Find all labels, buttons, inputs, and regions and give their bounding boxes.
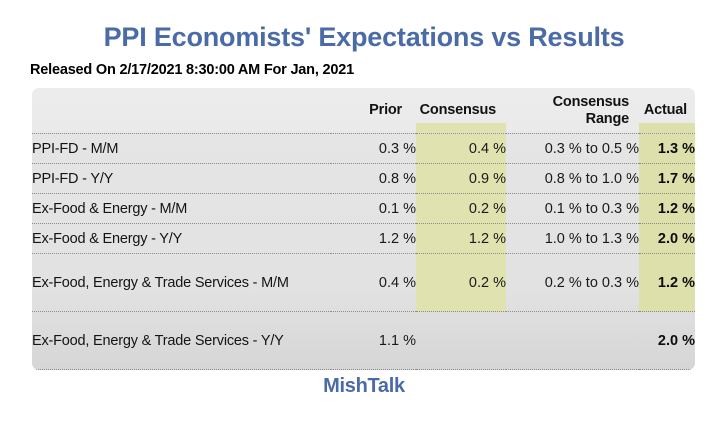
cell-consensus: 0.2 % [416, 193, 506, 224]
cell-consensus-range [506, 312, 639, 370]
column-header-consensus: Consensus [416, 88, 506, 134]
column-header-actual: Actual [639, 88, 695, 134]
cell-actual: 1.2 % [639, 193, 695, 224]
cell-actual: 2.0 % [639, 223, 695, 254]
ppi-table: Prior Consensus Consensus Range Actual P… [32, 88, 695, 370]
ppi-table-container: Prior Consensus Consensus Range Actual P… [32, 88, 695, 370]
column-header-label [32, 88, 331, 134]
cell-consensus: 1.2 % [416, 223, 506, 254]
cell-consensus [416, 312, 506, 370]
release-line: Released On 2/17/2021 8:30:00 AM For Jan… [30, 62, 354, 78]
table-row: Ex-Food & Energy - M/M 0.1 % 0.2 % 0.1 %… [32, 193, 695, 224]
row-label: PPI-FD - Y/Y [32, 170, 114, 187]
table-row: Ex-Food, Energy & Trade Services - M/M 0… [32, 253, 695, 312]
row-label: Ex-Food, Energy & Trade Services - M/M [32, 274, 289, 291]
row-label: Ex-Food & Energy - Y/Y [32, 230, 183, 247]
row-label: Ex-Food & Energy - M/M [32, 200, 188, 217]
site-brand: MishTalk [323, 375, 405, 397]
cell-actual: 1.3 % [639, 133, 695, 164]
cell-consensus-range: 0.1 % to 0.3 % [544, 200, 639, 217]
cell-prior: 0.3 % [378, 140, 416, 157]
cell-consensus-range: 1.0 % to 1.3 % [544, 230, 639, 247]
cell-actual: 2.0 % [657, 332, 695, 349]
table-header: Prior Consensus Consensus Range Actual [32, 88, 695, 134]
cell-consensus: 0.2 % [416, 253, 506, 312]
cell-prior: 0.8 % [378, 170, 416, 187]
table-body: PPI-FD - M/M 0.3 % 0.4 % 0.3 % to 0.5 % … [32, 133, 695, 370]
table-row: PPI-FD - Y/Y 0.8 % 0.9 % 0.8 % to 1.0 % … [32, 163, 695, 194]
page-title: PPI Economists' Expectations vs Results [103, 22, 625, 52]
row-label: Ex-Food, Energy & Trade Services - Y/Y [32, 332, 284, 349]
column-header-consensus-range: Consensus Range [552, 93, 630, 127]
cell-prior: 1.1 % [378, 332, 416, 349]
table-row: PPI-FD - M/M 0.3 % 0.4 % 0.3 % to 0.5 % … [32, 133, 695, 164]
cell-prior: 0.4 % [378, 274, 416, 291]
cell-prior: 0.1 % [378, 200, 416, 217]
cell-consensus-range: 0.8 % to 1.0 % [544, 170, 639, 187]
cell-prior: 1.2 % [378, 230, 416, 247]
table-header-row: Prior Consensus Consensus Range Actual [32, 88, 695, 134]
cell-consensus-range: 0.2 % to 0.3 % [544, 274, 639, 291]
column-header-prior: Prior [369, 102, 402, 118]
cell-actual: 1.2 % [639, 253, 695, 312]
cell-consensus-range: 0.3 % to 0.5 % [544, 140, 639, 157]
table-row: Ex-Food & Energy - Y/Y 1.2 % 1.2 % 1.0 %… [32, 223, 695, 254]
cell-consensus: 0.4 % [416, 133, 506, 164]
cell-consensus: 0.9 % [416, 163, 506, 194]
cell-actual: 1.7 % [639, 163, 695, 194]
table-row: Ex-Food, Energy & Trade Services - Y/Y 1… [32, 311, 695, 370]
row-label: PPI-FD - M/M [32, 140, 119, 157]
